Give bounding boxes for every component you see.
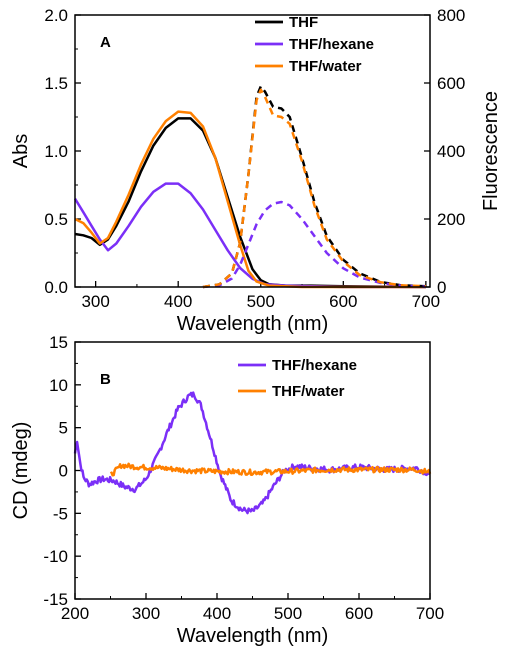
y-tick-label: 1.5 — [44, 74, 68, 93]
x-tick-label: 500 — [247, 292, 275, 311]
x-tick-label: 300 — [132, 604, 160, 623]
panel-b-y-axis-label: CD (mdeg) — [10, 422, 32, 520]
y-tick-label: -15 — [43, 590, 68, 609]
x-tick-label: 300 — [81, 292, 109, 311]
legend-label: THF/hexane — [272, 357, 357, 374]
series-line-absorption-thf-water — [74, 110, 426, 289]
series-line-thf-hexane — [73, 391, 431, 515]
panel-a-series — [73, 85, 426, 289]
legend-label: THF/water — [272, 383, 345, 400]
x-tick-label: 500 — [274, 604, 302, 623]
right-y-tick-label: 200 — [437, 210, 465, 229]
y-tick-label: 0.0 — [44, 278, 68, 297]
series-line-absorption-thf — [74, 117, 426, 289]
panel-b: 200 300 400 500 600 700 -15 -10 -5 0 5 10 15 B Wavel… — [10, 333, 444, 647]
series-line-fluorescence-thf-hexane — [202, 200, 426, 289]
x-tick-label: 400 — [203, 604, 231, 623]
y-tick-label: -10 — [43, 547, 68, 566]
x-tick-label: 700 — [416, 604, 444, 623]
panel-a-legend: THF THF/hexane THF/water — [255, 14, 374, 75]
panel-a: 300 400 500 600 700 0.0 0.5 1.0 1.5 2.0 0 200 400 600… — [10, 6, 502, 335]
panel-a-y-axis-label: Abs — [10, 134, 32, 168]
y-tick-label: 2.0 — [44, 6, 68, 25]
series-line-thf-water — [109, 462, 432, 477]
panel-b-label: B — [100, 371, 111, 388]
y-tick-label: 0 — [59, 462, 68, 481]
x-tick-label: 600 — [329, 292, 357, 311]
x-tick-label: 400 — [164, 292, 192, 311]
legend-label: THF — [289, 14, 318, 31]
y-tick-label: 0.5 — [44, 210, 68, 229]
legend-label: THF/hexane — [289, 36, 374, 53]
panel-a-right-y-axis-label: Fluorescence — [480, 91, 502, 211]
y-tick-label: 15 — [49, 333, 68, 352]
right-y-tick-label: 800 — [437, 6, 465, 25]
legend-label: THF/water — [289, 58, 362, 75]
series-line-fluorescence-thf-water — [202, 88, 426, 289]
y-tick-label: 1.0 — [44, 142, 68, 161]
panel-b-series — [73, 391, 432, 515]
panel-b-plot-frame — [74, 341, 431, 600]
y-tick-label: 5 — [59, 419, 68, 438]
right-y-tick-label: 0 — [437, 278, 446, 297]
panel-b-ticks: 200 300 400 500 600 700 -15 -10 -5 0 5 10 15 — [43, 333, 444, 623]
panel-b-legend: THF/hexane THF/water — [238, 357, 357, 400]
panel-a-ticks: 300 400 500 600 700 0.0 0.5 1.0 1.5 2.0 0 200 400 600… — [44, 6, 465, 311]
x-tick-label: 200 — [61, 604, 89, 623]
panel-b-x-axis-label: Wavelength (nm) — [177, 625, 329, 647]
panel-a-label: A — [100, 34, 111, 51]
right-y-tick-label: 400 — [437, 142, 465, 161]
y-tick-label: -5 — [53, 504, 68, 523]
panel-a-plot-frame — [74, 14, 431, 288]
y-tick-label: 10 — [49, 376, 68, 395]
x-tick-label: 700 — [412, 292, 440, 311]
right-y-tick-label: 600 — [437, 74, 465, 93]
panel-a-x-axis-label: Wavelength (nm) — [177, 313, 329, 335]
x-tick-label: 600 — [345, 604, 373, 623]
